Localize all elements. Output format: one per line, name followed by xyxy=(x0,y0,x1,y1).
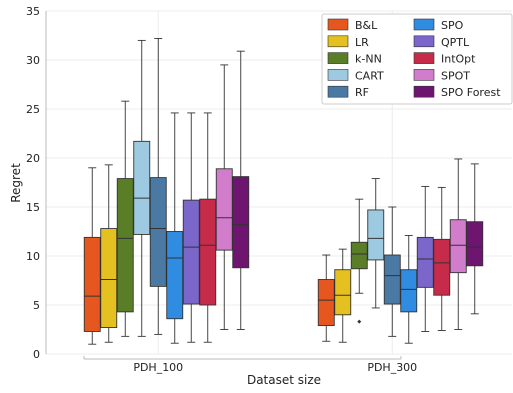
legend-swatch xyxy=(327,52,349,64)
box-rf xyxy=(149,177,167,287)
legend-label: QPTL xyxy=(441,36,470,49)
box-lr xyxy=(100,228,118,328)
box-k-nn xyxy=(116,178,134,313)
box-spot xyxy=(449,219,467,274)
legend-swatch xyxy=(413,85,435,98)
legend-swatch xyxy=(413,35,435,48)
box-intopt xyxy=(433,238,451,296)
box-cart xyxy=(367,209,385,261)
y-tick-label: 0 xyxy=(33,348,40,361)
y-tick-label: 20 xyxy=(26,152,40,165)
box-spo-forest xyxy=(232,176,250,269)
legend-label: RF xyxy=(355,86,369,99)
y-tick-label: 5 xyxy=(33,299,40,312)
box-b-l xyxy=(317,279,335,327)
box-lr xyxy=(334,269,352,316)
box-k-nn xyxy=(350,241,368,270)
y-tick-label: 15 xyxy=(26,201,40,214)
legend-swatch xyxy=(413,69,435,81)
x-tick-label: PDH_300 xyxy=(367,361,417,374)
legend-swatch xyxy=(327,69,349,81)
box-spo xyxy=(400,269,418,313)
legend-swatch xyxy=(413,18,435,31)
box-qptl xyxy=(182,199,200,305)
y-tick-label: 30 xyxy=(26,54,40,67)
y-tick-label: 10 xyxy=(26,250,40,263)
axes-layer: 0 5 10 15 20 25 30 35 PDH_100 PDH_300 xyxy=(26,5,417,374)
legend-swatch xyxy=(327,85,349,98)
legend-swatch xyxy=(413,52,435,64)
legend-label: LR xyxy=(355,36,369,49)
legend-label: IntOpt xyxy=(441,53,476,66)
y-axis-label: Regret xyxy=(9,163,23,203)
x-tick-label: PDH_100 xyxy=(133,361,183,374)
box-qptl xyxy=(416,236,434,288)
boxes-layer xyxy=(83,37,484,345)
legend-label: SPO Forest xyxy=(441,86,501,99)
box-spo xyxy=(166,231,184,320)
legend-swatch xyxy=(327,35,349,48)
legend: B&L LR k-NN CART RF SPO QPTL IntOpt SPOT SPO Fore… xyxy=(321,13,513,105)
legend-label: B&L xyxy=(355,19,378,32)
x-axis-label: Dataset size xyxy=(247,373,321,387)
legend-label: CART xyxy=(355,69,384,82)
box-spo-forest xyxy=(466,221,484,267)
box-b-l xyxy=(83,236,101,332)
legend-label: k-NN xyxy=(355,53,382,66)
box-cart xyxy=(133,140,151,235)
box-rf xyxy=(383,254,401,305)
y-tick-label: 25 xyxy=(26,103,40,116)
box-intopt xyxy=(199,198,217,306)
legend-label: SPO xyxy=(441,19,464,32)
legend-swatch xyxy=(327,18,349,31)
box-spot xyxy=(215,168,233,251)
outlier-point xyxy=(357,319,362,324)
legend-label: SPOT xyxy=(441,69,470,82)
y-tick-label: 35 xyxy=(26,5,40,18)
